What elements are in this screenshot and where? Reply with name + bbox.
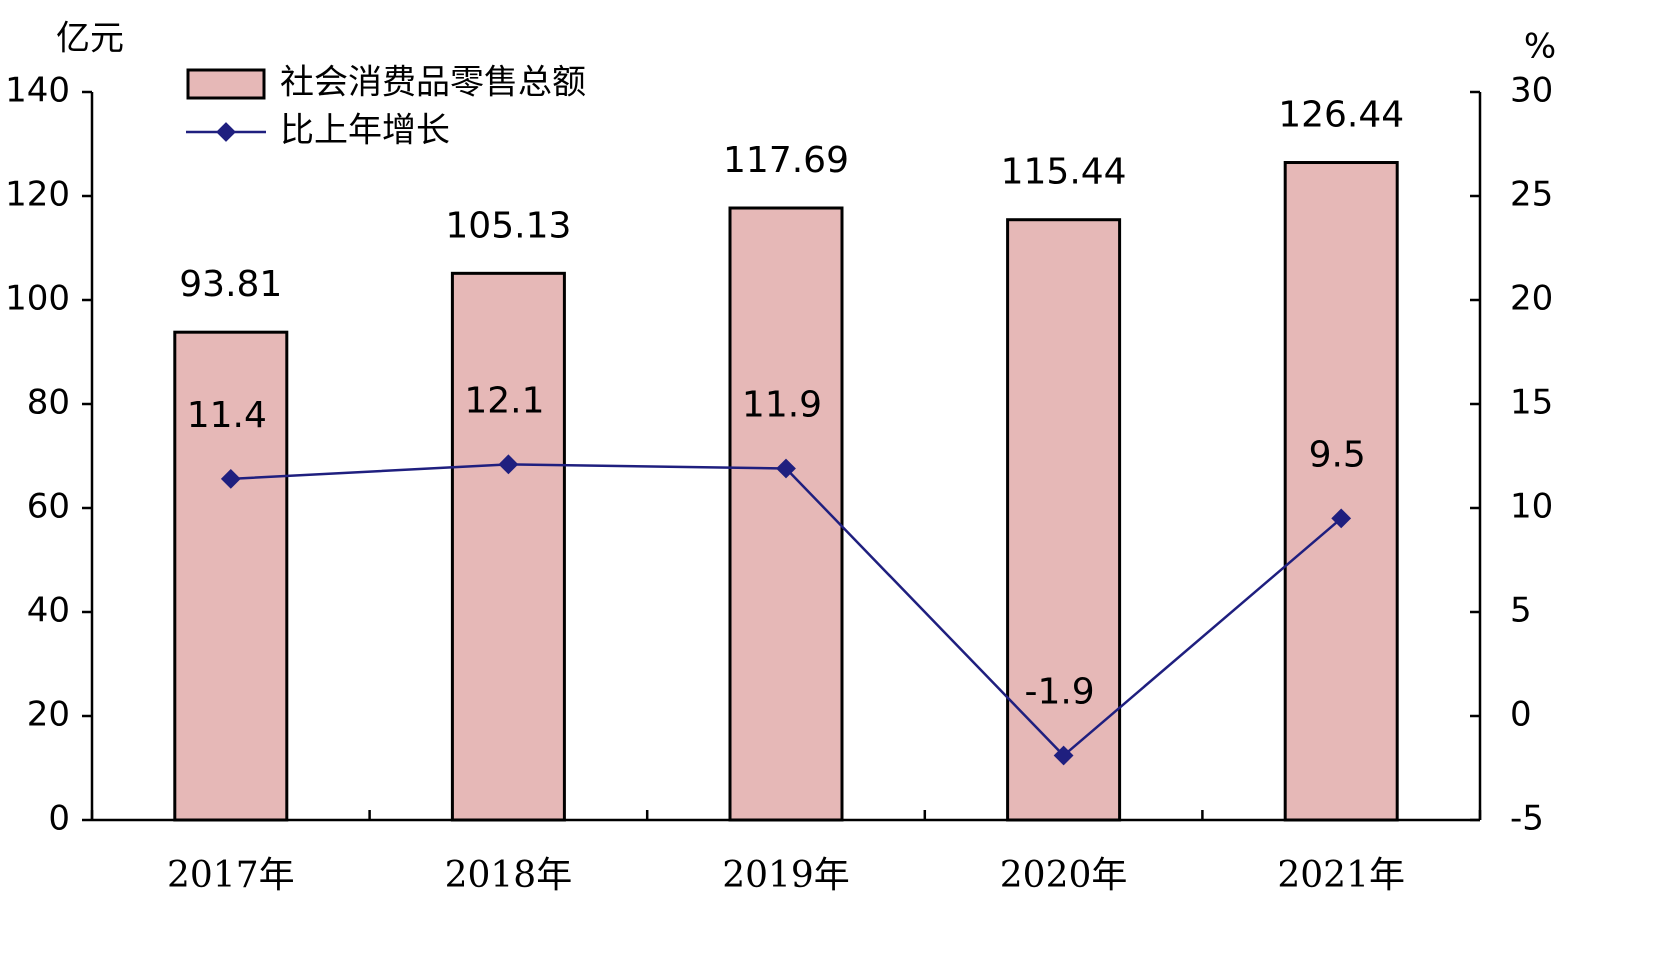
y-tick-label: 140 xyxy=(5,71,70,111)
y-tick-label: 0 xyxy=(48,799,70,839)
y2-tick-label: 5 xyxy=(1510,591,1532,631)
x-tick-label: 2020年 xyxy=(1000,855,1128,896)
bar-value-label: 115.44 xyxy=(1001,152,1127,193)
legend-swatch xyxy=(186,68,266,100)
bar xyxy=(450,271,566,822)
y-tick-label: 60 xyxy=(27,487,70,527)
line-value-label: 11.9 xyxy=(742,384,822,425)
line-value-label: -1.9 xyxy=(1024,672,1094,713)
y2-tick-label: 30 xyxy=(1510,71,1553,111)
y-tick-label: 120 xyxy=(5,175,70,215)
y2-tick-label: 0 xyxy=(1510,695,1532,735)
line-value-label: 11.4 xyxy=(187,395,267,436)
line-marker xyxy=(776,458,796,479)
y2-tick-label: 10 xyxy=(1510,487,1553,527)
x-tick-label: 2021年 xyxy=(1277,855,1405,896)
x-tick-label: 2019年 xyxy=(722,855,850,896)
y-tick-label: 100 xyxy=(5,279,70,319)
bar-value-label: 126.44 xyxy=(1278,95,1404,136)
bar xyxy=(1006,218,1122,822)
y-tick-label: 20 xyxy=(27,695,70,735)
legend-label: 社会消费品零售总额 xyxy=(280,63,586,103)
y2-tick-label: 15 xyxy=(1510,383,1553,423)
line-marker xyxy=(498,454,519,475)
y-tick-label: 40 xyxy=(27,591,70,631)
bar xyxy=(173,330,289,822)
y2-tick-label: -5 xyxy=(1510,799,1544,839)
y-axis-unit: 亿元 xyxy=(56,19,124,59)
bar-value-label: 93.81 xyxy=(179,264,282,305)
y2-axis-unit: % xyxy=(1524,27,1556,67)
bar-value-label: 105.13 xyxy=(445,205,571,246)
legend-label: 比上年增长 xyxy=(280,111,450,151)
legend-marker xyxy=(216,122,236,142)
line-marker xyxy=(1053,745,1074,766)
y2-tick-label: 25 xyxy=(1510,175,1553,215)
bar xyxy=(1283,161,1399,822)
y2-tick-label: 20 xyxy=(1510,279,1553,319)
bar-value-label: 117.69 xyxy=(723,140,849,181)
x-tick-label: 2018年 xyxy=(445,855,573,896)
bar xyxy=(728,206,844,822)
x-tick-label: 2017年 xyxy=(167,855,295,896)
line-value-label: 9.5 xyxy=(1309,434,1366,475)
line-marker xyxy=(220,468,241,489)
line-value-label: 12.1 xyxy=(464,380,544,421)
y-tick-label: 80 xyxy=(27,383,70,423)
